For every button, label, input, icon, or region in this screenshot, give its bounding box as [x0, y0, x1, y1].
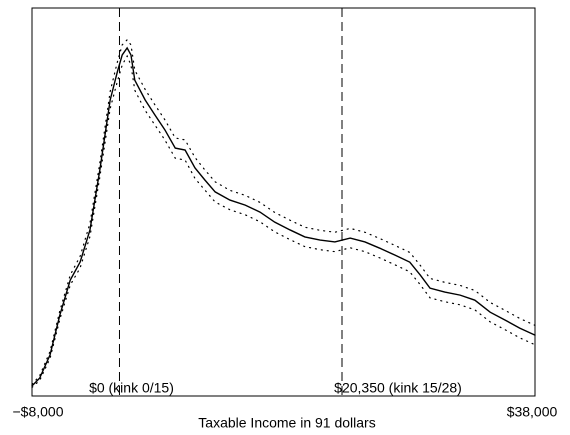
plot-frame: [31, 7, 536, 397]
reference-label: $0 (kink 0/15): [89, 380, 174, 396]
x-tick-label: −$8,000: [13, 404, 64, 420]
confidence-band: [31, 54, 536, 389]
reference-label: $20,350 (kink 15/28): [334, 380, 462, 396]
x-axis-title: Taxable Income in 91 dollars: [198, 415, 375, 431]
density-line: [31, 46, 536, 387]
confidence-band: [31, 38, 536, 385]
x-tick-label: $38,000: [507, 404, 558, 420]
